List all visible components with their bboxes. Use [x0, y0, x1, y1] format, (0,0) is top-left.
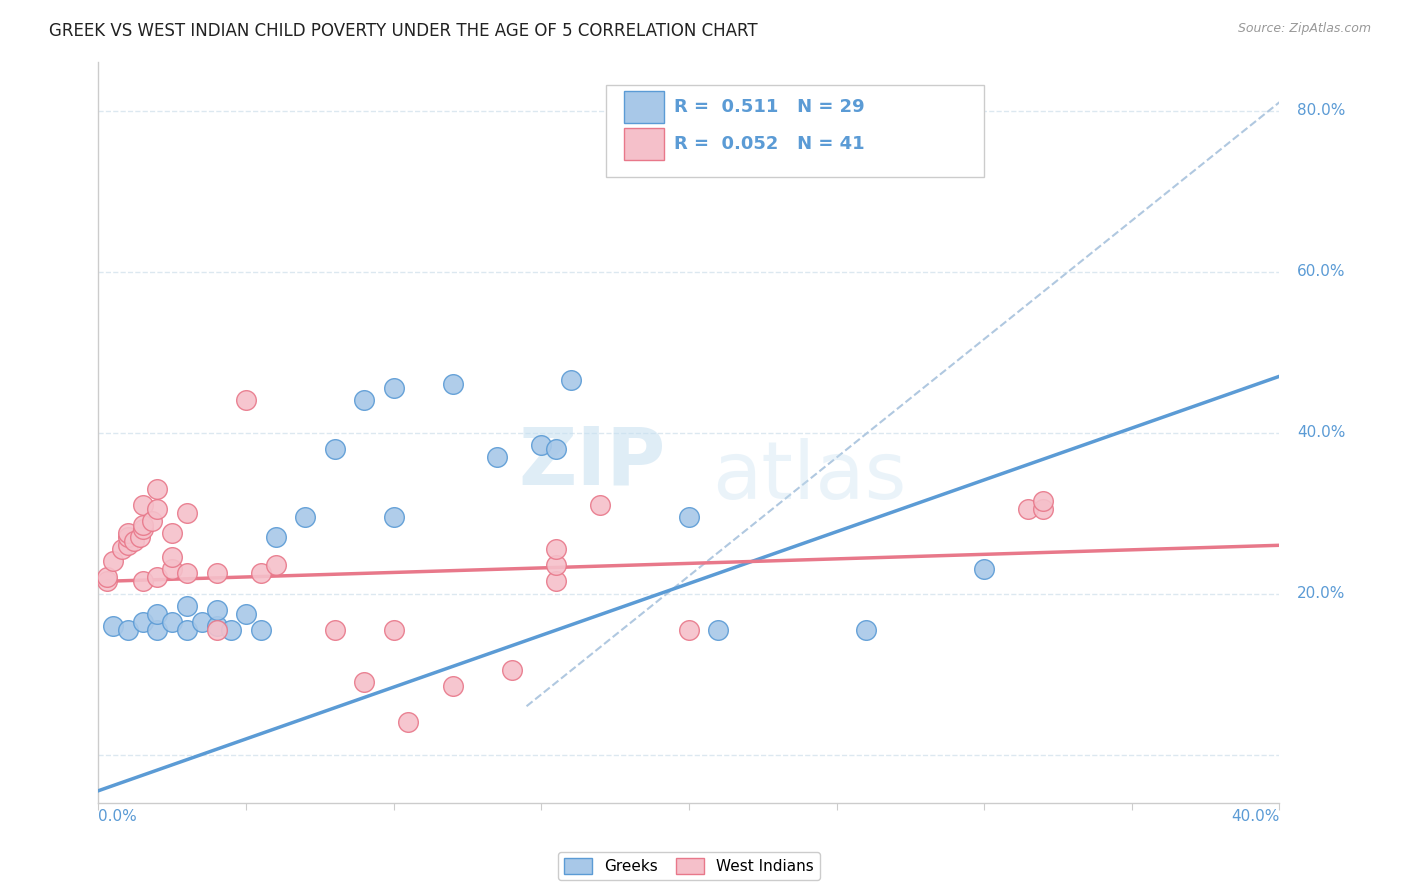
FancyBboxPatch shape — [624, 91, 664, 123]
Text: R =  0.052   N = 41: R = 0.052 N = 41 — [673, 135, 865, 153]
Point — [146, 623, 169, 637]
Point — [146, 502, 169, 516]
Point — [205, 623, 228, 637]
Text: R =  0.511   N = 29: R = 0.511 N = 29 — [673, 98, 865, 116]
Point — [678, 510, 700, 524]
Point — [117, 526, 139, 541]
Point — [132, 574, 155, 589]
Text: 40.0%: 40.0% — [1298, 425, 1346, 440]
Point — [589, 498, 612, 512]
FancyBboxPatch shape — [624, 128, 664, 161]
Text: 0.0%: 0.0% — [98, 809, 138, 824]
Point — [707, 623, 730, 637]
Point — [132, 615, 155, 629]
Point — [221, 623, 243, 637]
Point — [855, 623, 877, 637]
Point — [205, 602, 228, 616]
Point — [162, 562, 183, 576]
Point — [117, 530, 139, 544]
Point — [176, 566, 198, 581]
Text: 20.0%: 20.0% — [1298, 586, 1346, 601]
Point — [546, 442, 568, 456]
Point — [294, 510, 316, 524]
Point — [146, 607, 169, 621]
Legend: Greeks, West Indians: Greeks, West Indians — [558, 852, 820, 880]
Point — [146, 482, 169, 496]
Point — [122, 534, 145, 549]
Point — [264, 558, 287, 573]
Point — [205, 619, 228, 633]
Point — [117, 623, 139, 637]
Text: 80.0%: 80.0% — [1298, 103, 1346, 119]
Point — [1032, 494, 1054, 508]
Point — [205, 566, 228, 581]
Point — [250, 566, 273, 581]
Point — [546, 558, 568, 573]
Point — [191, 615, 214, 629]
Point — [176, 599, 198, 613]
Point — [678, 623, 700, 637]
Point — [162, 550, 183, 565]
Point — [382, 623, 405, 637]
Point — [1018, 502, 1040, 516]
Point — [382, 510, 405, 524]
Point — [176, 506, 198, 520]
Point — [132, 498, 155, 512]
Point — [560, 373, 582, 387]
Point — [353, 393, 375, 408]
Point — [146, 570, 169, 584]
Point — [96, 570, 118, 584]
Point — [111, 542, 134, 557]
Point — [235, 607, 257, 621]
Point — [1032, 502, 1054, 516]
Point — [501, 663, 523, 677]
Point — [141, 514, 163, 528]
FancyBboxPatch shape — [606, 85, 984, 178]
Point — [530, 438, 553, 452]
Point — [398, 715, 420, 730]
Point — [323, 623, 346, 637]
Point — [486, 450, 509, 464]
Point — [103, 619, 125, 633]
Point — [441, 377, 464, 392]
Point — [162, 526, 183, 541]
Point — [128, 530, 150, 544]
Point — [162, 615, 183, 629]
Point — [323, 442, 346, 456]
Point — [132, 522, 155, 536]
Point — [264, 530, 287, 544]
Text: ZIP: ZIP — [517, 423, 665, 501]
Point — [250, 623, 273, 637]
Point — [117, 538, 139, 552]
Text: Source: ZipAtlas.com: Source: ZipAtlas.com — [1237, 22, 1371, 36]
Point — [973, 562, 995, 576]
Point — [382, 381, 405, 395]
Point — [132, 518, 155, 533]
Text: GREEK VS WEST INDIAN CHILD POVERTY UNDER THE AGE OF 5 CORRELATION CHART: GREEK VS WEST INDIAN CHILD POVERTY UNDER… — [49, 22, 758, 40]
Point — [353, 675, 375, 690]
Point — [546, 542, 568, 557]
Point — [96, 574, 118, 589]
Point — [176, 623, 198, 637]
Point — [103, 554, 125, 568]
Text: 40.0%: 40.0% — [1232, 809, 1279, 824]
Point — [235, 393, 257, 408]
Point — [441, 679, 464, 693]
Point — [546, 574, 568, 589]
Text: atlas: atlas — [713, 438, 907, 516]
Text: 60.0%: 60.0% — [1298, 264, 1346, 279]
